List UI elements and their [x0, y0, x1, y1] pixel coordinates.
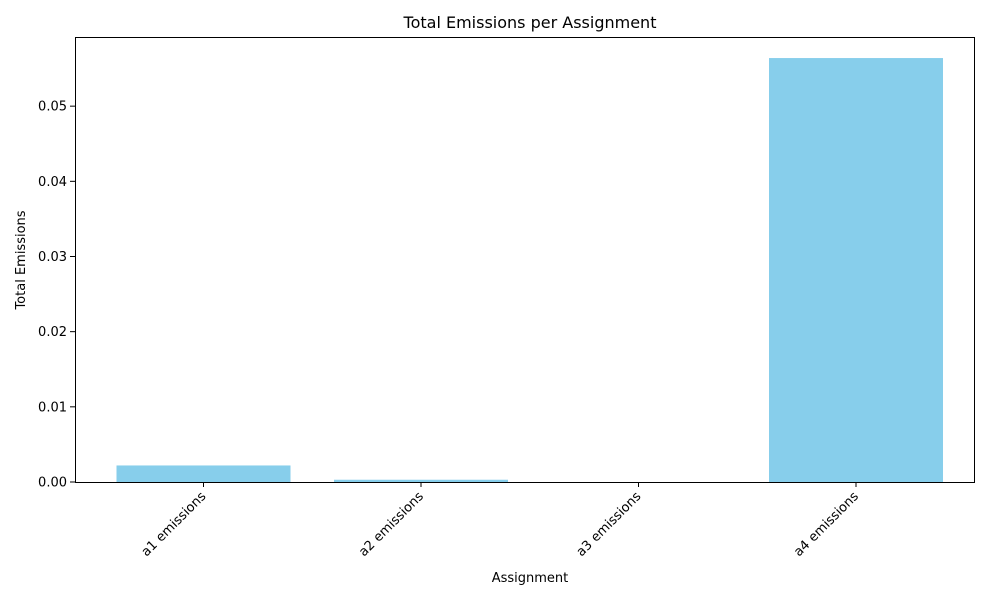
bars-layer	[116, 58, 943, 482]
y-tick-label: 0.04	[38, 175, 67, 190]
chart-title: Total Emissions per Assignment	[403, 13, 657, 32]
y-axis-label: Total Emissions	[14, 210, 29, 310]
y-tick-label: 0.00	[38, 476, 67, 491]
bar-2	[334, 479, 508, 482]
y-ticks-layer: 0.00 0.01 0.02 0.03 0.04 0.05	[38, 100, 75, 491]
bar-1	[116, 465, 291, 482]
bar-4	[769, 58, 943, 482]
y-tick-label: 0.02	[38, 325, 67, 340]
y-tick-label: 0.01	[38, 400, 67, 415]
x-tick-label: a2 emissions	[356, 489, 427, 560]
axes-layer	[75, 37, 975, 483]
x-tick-label: a4 emissions	[791, 489, 862, 560]
y-tick-label: 0.05	[38, 100, 67, 115]
x-ticks-layer: a1 emissions a2 emissions a3 emissions a4 e…	[139, 482, 862, 560]
x-axis-label: Assignment	[492, 571, 569, 586]
x-tick-label: a1 emissions	[139, 489, 210, 560]
y-tick-label: 0.03	[38, 250, 67, 265]
x-tick-label: a3 emissions	[574, 489, 645, 560]
